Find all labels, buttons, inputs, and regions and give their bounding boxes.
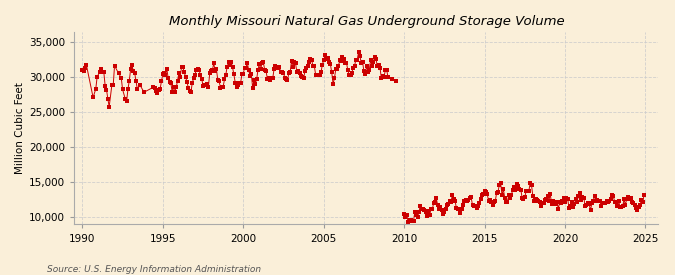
Y-axis label: Million Cubic Feet: Million Cubic Feet <box>15 82 25 174</box>
Title: Monthly Missouri Natural Gas Underground Storage Volume: Monthly Missouri Natural Gas Underground… <box>169 15 564 28</box>
Text: Source: U.S. Energy Information Administration: Source: U.S. Energy Information Administ… <box>47 265 261 274</box>
